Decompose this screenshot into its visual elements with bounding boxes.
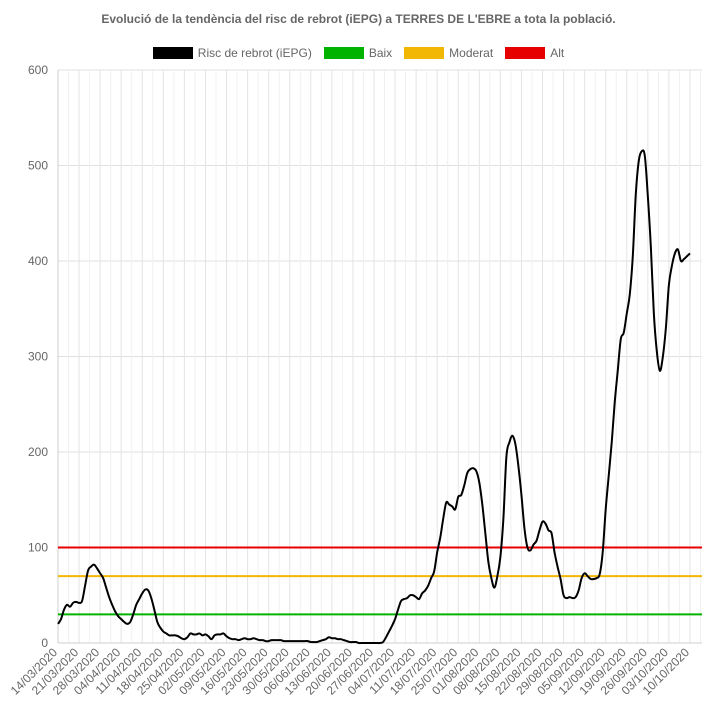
threshold-lines bbox=[58, 546, 702, 616]
legend-label: Alt bbox=[550, 46, 565, 60]
legend-item[interactable]: Moderat bbox=[404, 46, 493, 60]
y-tick-label: 400 bbox=[28, 254, 48, 268]
y-axis-ticks: 0 100 200 300 400 500 600 bbox=[28, 63, 48, 650]
legend-item[interactable]: Baix bbox=[323, 46, 393, 60]
y-tick-label: 500 bbox=[28, 159, 48, 173]
legend-swatch bbox=[152, 47, 193, 59]
y-tick-label: 0 bbox=[41, 636, 48, 650]
grid bbox=[57, 69, 702, 644]
y-tick-label: 300 bbox=[28, 350, 48, 364]
y-tick-label: 100 bbox=[28, 541, 48, 555]
series-lines bbox=[57, 149, 691, 645]
legend-swatch bbox=[404, 47, 445, 59]
legend-swatch bbox=[323, 47, 364, 59]
legend-item[interactable]: Alt bbox=[505, 46, 564, 60]
chart-title: Evolució de la tendència del risc de reb… bbox=[101, 12, 616, 26]
y-tick-label: 200 bbox=[28, 445, 48, 459]
legend-swatch bbox=[505, 47, 546, 59]
legend-label: Baix bbox=[368, 46, 393, 60]
legend-label: Moderat bbox=[449, 46, 494, 60]
legend-label: Risc de rebrot (iEPG) bbox=[197, 46, 312, 60]
legend: Risc de rebrot (iEPG) Baix Moderat Alt bbox=[0, 46, 717, 60]
series-line-iepg bbox=[57, 149, 691, 645]
legend-item[interactable]: Risc de rebrot (iEPG) bbox=[152, 46, 312, 60]
x-axis-ticks: 14/03/202021/03/202028/03/202004/04/2020… bbox=[8, 645, 693, 698]
y-tick-label: 600 bbox=[28, 63, 48, 77]
